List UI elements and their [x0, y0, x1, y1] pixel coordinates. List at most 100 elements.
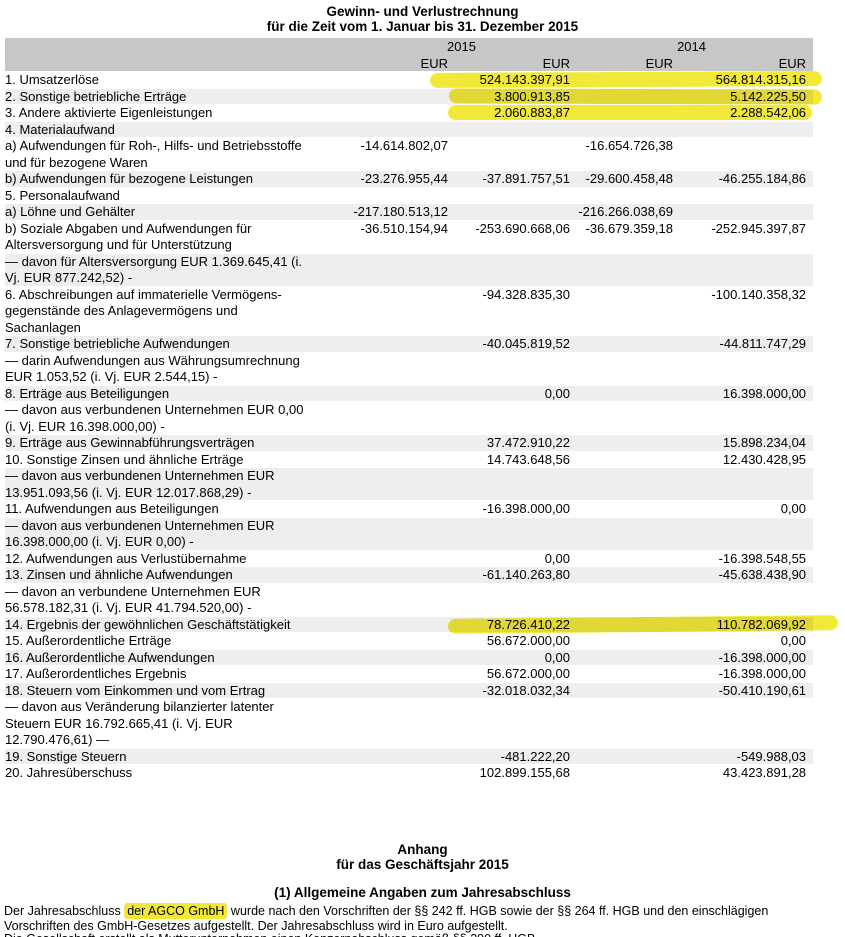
year-header-row: 2015 2014 [5, 38, 814, 55]
row-label: 5. Personalaufwand [5, 188, 353, 205]
value-col4 [673, 121, 814, 138]
value-col1: -36.510.154,94 [353, 221, 448, 254]
value-col4 [673, 699, 813, 749]
value-col2: 56.672.000,00 [448, 633, 570, 650]
value-col2: 3.800.913,85 [448, 88, 571, 105]
value-col2: 14.743.648,56 [448, 452, 570, 469]
document-title-line2: für die Zeit vom 1. Januar bis 31. Dezem… [266, 19, 579, 34]
value-col3: -16.654.726,38 [570, 138, 673, 171]
value-col2: 524.143.397,91 [448, 72, 570, 89]
table-row: 5. Personalaufwand [5, 188, 813, 205]
value-col4: 0,00 [673, 633, 813, 650]
value-col4 [673, 138, 813, 171]
value-col3 [570, 435, 674, 452]
value-col3 [570, 253, 674, 287]
table-row: 16. Außerordentliche Aufwendungen 0,00 -16… [5, 649, 814, 666]
row-label: b) Aufwendungen für bezogene Leistungen [5, 171, 353, 188]
row-label: 10. Sonstige Zinsen und ähnliche Erträge [5, 452, 353, 469]
value-col4 [673, 204, 814, 221]
value-col2 [448, 121, 571, 138]
table-row: 10. Sonstige Zinsen und ähnliche Erträge… [5, 452, 813, 469]
value-col1 [353, 551, 448, 568]
row-label: 1. Umsatzerlöse [5, 72, 353, 89]
value-col2 [448, 584, 570, 617]
value-col1 [353, 402, 448, 435]
value-col3 [570, 567, 674, 584]
table-row: a) Aufwendungen für Roh-, Hilfs- und Bet… [5, 138, 813, 171]
currency-label: EUR [673, 55, 814, 72]
value-col3 [570, 105, 673, 122]
value-col3 [570, 748, 674, 765]
value-col2: -61.140.263,80 [448, 567, 571, 584]
value-col4: 110.782.069,92 [673, 616, 814, 633]
value-col1 [353, 88, 448, 105]
value-col2: -32.018.032,34 [448, 682, 571, 699]
table-row: 17. Außerordentliches Ergebnis 56.672.000… [5, 666, 813, 683]
section-heading: (1) Allgemeine Angaben zum Jahresabschlu… [274, 885, 571, 900]
value-col2: 0,00 [448, 551, 570, 568]
value-col3 [570, 287, 673, 337]
value-col4: 15.898.234,04 [673, 435, 814, 452]
value-col3 [570, 584, 673, 617]
table-row: — davon für Altersversorgung EUR 1.369.6… [5, 253, 814, 287]
value-col3: -36.679.359,18 [570, 221, 673, 254]
row-label: 7. Sonstige betriebliche Aufwendungen [5, 336, 353, 353]
row-label: 6. Abschreibungen auf immaterielle Vermö… [5, 287, 353, 337]
value-col1 [353, 682, 448, 699]
row-label: — davon an verbundene Unternehmen EUR 56… [5, 584, 353, 617]
value-col2 [448, 253, 571, 287]
value-col1 [353, 452, 448, 469]
value-col1 [353, 287, 448, 337]
value-col3 [570, 385, 674, 402]
value-col2 [448, 188, 570, 205]
value-col2: 0,00 [448, 385, 571, 402]
value-col4: -50.410.190,61 [673, 682, 814, 699]
value-col1 [353, 121, 448, 138]
table-row: 1. Umsatzerlöse 524.143.397,91 564.814.315… [5, 72, 813, 89]
value-col1 [353, 765, 448, 782]
row-label: 2. Sonstige betriebliche Erträge [5, 88, 353, 105]
currency-label: EUR [353, 55, 448, 72]
row-label: 16. Außerordentliche Aufwendungen [5, 649, 353, 666]
row-label: 4. Materialaufwand [5, 121, 353, 138]
statement-table-wrap: 2015 2014 EUR EUR EUR EUR 1. Umsatzerlös… [5, 38, 839, 782]
table-row: — darin Aufwendungen aus Währungsumrechn… [5, 353, 813, 386]
value-col3 [570, 336, 674, 353]
document-title: Gewinn- und Verlustrechnung für die Zeit… [0, 0, 845, 34]
row-label: a) Aufwendungen für Roh-, Hilfs- und Bet… [5, 138, 353, 171]
value-col1 [353, 105, 448, 122]
value-col1 [353, 616, 448, 633]
value-col3 [570, 452, 673, 469]
table-row: 11. Aufwendungen aus Beteiligungen -16.39… [5, 501, 813, 518]
value-col2: 56.672.000,00 [448, 666, 570, 683]
header-spacer [5, 55, 353, 72]
value-col3 [570, 551, 673, 568]
value-col2: -253.690.668,06 [448, 221, 570, 254]
row-label: 13. Zinsen und ähnliche Aufwendungen [5, 567, 353, 584]
table-row: — davon aus verbundenen Unternehmen EUR … [5, 468, 814, 501]
anhang-title: Anhang für das Geschäftsjahr 2015 [0, 842, 845, 872]
row-label: 14. Ergebnis der gewöhnlichen Geschäftst… [5, 616, 353, 633]
row-label: b) Soziale Abgaben und Aufwendungen für … [5, 221, 353, 254]
header-spacer [5, 38, 353, 55]
paragraph-1: Der Jahresabschluss der AGCO GmbH wurde … [4, 903, 842, 934]
row-label: 3. Andere aktivierte Eigenleistungen [5, 105, 353, 122]
value-col2 [448, 353, 570, 386]
table-row: 9. Erträge aus Gewinnabführungsverträgen… [5, 435, 814, 452]
currency-header-row: EUR EUR EUR EUR [5, 55, 814, 72]
currency-label: EUR [570, 55, 674, 72]
value-col3 [570, 468, 674, 501]
value-col2: -16.398.000,00 [448, 501, 570, 518]
value-col4: -45.638.438,90 [673, 567, 814, 584]
anhang-title-line1: Anhang [397, 842, 448, 857]
value-col4 [673, 188, 813, 205]
value-col2: 2.060.883,87 [448, 105, 570, 122]
table-row: 2. Sonstige betriebliche Erträge 3.800.91… [5, 88, 814, 105]
row-label: 11. Aufwendungen aus Beteiligungen [5, 501, 353, 518]
paragraph-1-pre: Der Jahresabschluss [4, 904, 125, 918]
value-col2 [448, 204, 571, 221]
value-col1 [353, 435, 448, 452]
value-col4: -252.945.397,87 [673, 221, 813, 254]
value-col2: -40.045.819,52 [448, 336, 571, 353]
